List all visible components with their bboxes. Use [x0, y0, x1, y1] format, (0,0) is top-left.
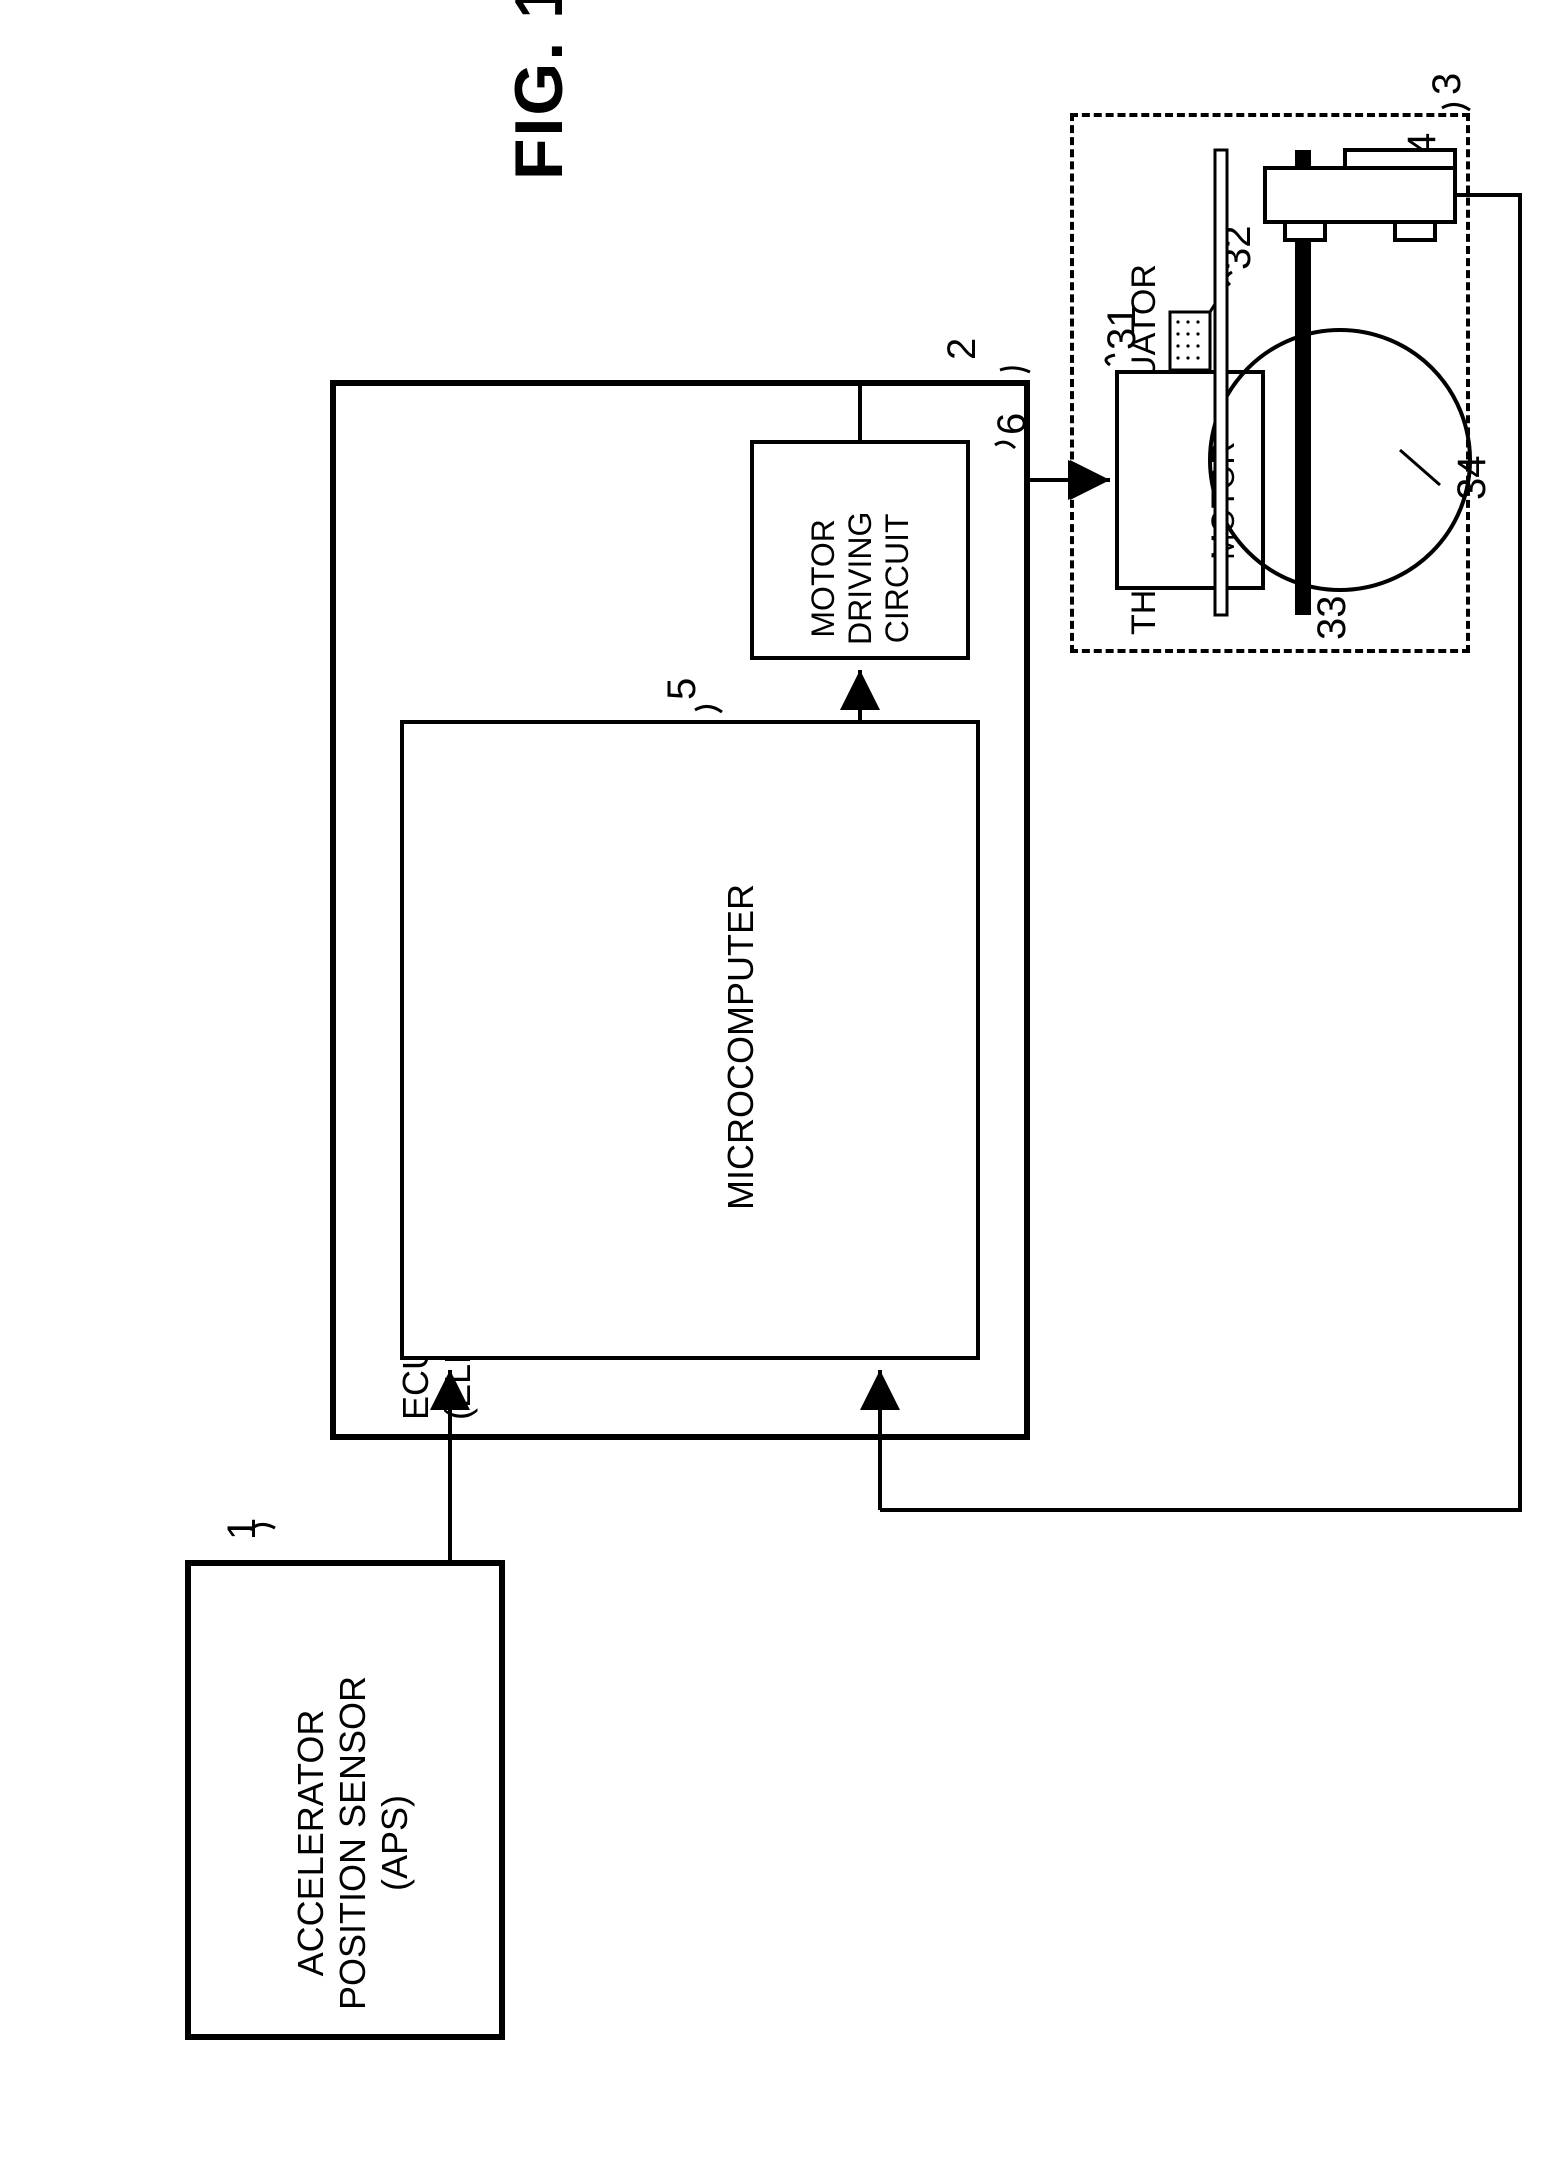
microcomputer-box [400, 720, 980, 1360]
motor-label: MOTOR [1205, 441, 1242, 560]
diagram-page: FIG. 1 ECU (ELECTRONIC CONTROL UNIT) MIC… [0, 0, 1544, 2157]
ref-6: 6 [990, 413, 1035, 435]
motor-driving-circuit-label: MOTOR DRIVING CIRCUIT [805, 512, 916, 645]
aps-label: ACCELERATOR POSITION SENSOR (APS) [290, 1676, 416, 2010]
ref-4: 4 [1400, 133, 1445, 155]
ref-31: 31 [1100, 306, 1145, 351]
figure-title: FIG. 1 [500, 0, 578, 180]
ref-33: 33 [1310, 596, 1355, 641]
ref-2: 2 [940, 338, 985, 360]
ref-1: 1 [220, 1518, 265, 1540]
ref-34: 34 [1450, 456, 1495, 501]
ref-5: 5 [660, 678, 705, 700]
motor-box [1115, 370, 1265, 590]
ref-3: 3 [1425, 73, 1470, 95]
ref-32: 32 [1215, 226, 1260, 271]
microcomputer-label: MICROCOMPUTER [720, 884, 762, 1210]
